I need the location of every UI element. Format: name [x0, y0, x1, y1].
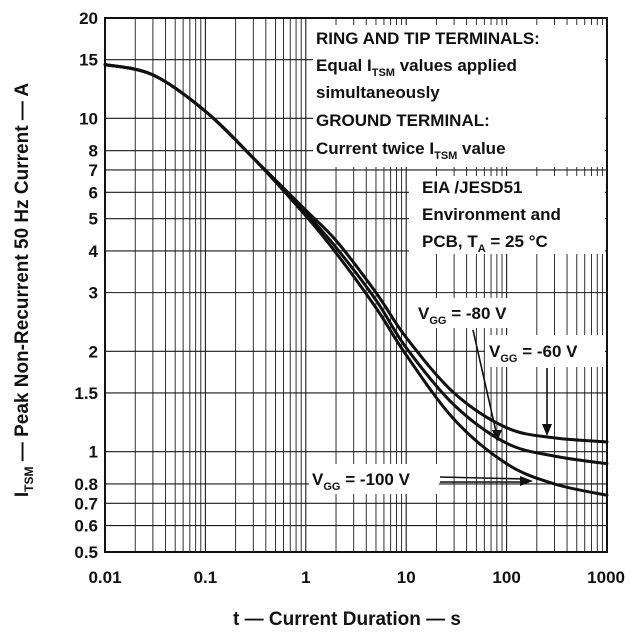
series-label-vgg100-pre: V: [312, 470, 324, 489]
y-axis-label-post: — Peak Non-Recurrent 50 Hz Current — A: [12, 83, 33, 467]
curve-vgg-100: [103, 63, 609, 497]
series-label-vgg80-pre: V: [418, 304, 430, 323]
annotation-box-terminals: [313, 25, 605, 167]
tick-label-layer: 0.5 0.6 0.70.8 1 1.5 2 3 4 5 6 78 10 15 20 0.01 0.1 1 10 1…: [74, 9, 625, 587]
annotation-ground-title: GROUND TERMINAL:: [316, 111, 490, 130]
vgg80-label-box: [413, 298, 529, 328]
series-label-vgg80: VGG = -80 V: [418, 304, 507, 327]
leader-vgg100-arrowhead: [520, 476, 533, 486]
annotation-pcb: PCB, TA = 25 °C: [422, 232, 548, 255]
x-tick-label: 100: [492, 568, 520, 587]
annotation-equal-line-pre: Equal I: [316, 56, 372, 75]
x-axis-label: t — Current Duration — s: [233, 609, 461, 630]
series-label-vgg60: VGG = -60 V: [489, 342, 578, 365]
annotation-pcb-pre: PCB, T: [422, 232, 478, 251]
series-label-vgg60-pre: V: [489, 342, 501, 361]
y-tick-label: 10: [79, 109, 98, 128]
x-tick-label: 10: [397, 568, 416, 587]
x-tick-label: 1000: [587, 568, 625, 587]
vgg60-label-box: [485, 335, 605, 367]
x-tick-label: 0.01: [88, 568, 121, 587]
y-tick-label: 5: [89, 210, 98, 229]
annotation-simultaneously: simultaneously: [316, 83, 440, 102]
y-tick-label: 2: [89, 342, 98, 361]
annotation-box-environment: [409, 176, 605, 254]
y-tick-label: 6: [89, 183, 98, 202]
y-tick-label: 0.5: [74, 543, 98, 562]
annotation-equal-line-sub: TSM: [372, 67, 395, 79]
leader-vgg80: [472, 329, 498, 437]
annotation-twice-line: Current twice ITSM value: [316, 139, 506, 162]
y-tick-label: 0.6: [74, 517, 98, 536]
y-tick-label: 1.5: [74, 384, 98, 403]
y-axis-label: ITSM — Peak Non-Recurrent 50 Hz Current …: [12, 83, 36, 498]
series-label-vgg60-post: = -60 V: [517, 342, 578, 361]
series-label-vgg60-sub: GG: [500, 353, 517, 365]
series-label-vgg100-post: = -100 V: [340, 470, 410, 489]
y-tick-label: 20: [79, 9, 98, 28]
plot-frame: [104, 17, 608, 553]
y-tick-label: 8: [89, 142, 98, 161]
y-tick-label: 0.7: [74, 494, 98, 513]
y-tick-label: 4: [89, 242, 99, 261]
vgg100-label-box: [309, 464, 439, 494]
annotation-eia: EIA /JESD51: [422, 178, 522, 197]
annotation-pcb-sub: A: [478, 243, 486, 255]
annotation-ring-tip-title: RING AND TIP TERMINALS:: [316, 29, 540, 48]
leader-vgg80-arrowhead: [492, 430, 502, 442]
x-tick-label: 0.1: [194, 568, 218, 587]
series-label-vgg80-sub: GG: [429, 315, 446, 327]
annotation-equal-line-post: values applied: [395, 56, 517, 75]
curve-layer: [103, 63, 609, 497]
annotation-equal-line: Equal ITSM values applied: [316, 56, 517, 79]
y-tick-label: 3: [89, 284, 98, 303]
series-label-vgg100-sub: GG: [323, 481, 340, 493]
y-tick-label: 0.8: [74, 475, 98, 494]
leader-vgg60-arrowhead: [542, 424, 552, 436]
series-label-vgg80-post: = -80 V: [446, 304, 507, 323]
series-label-vgg100: VGG = -100 V: [312, 470, 411, 493]
x-tick-label: 1: [301, 568, 310, 587]
annotation-twice-line-post: value: [457, 139, 505, 158]
y-axis-label-pre: I: [12, 492, 33, 497]
annotation-environment: Environment and: [422, 205, 561, 224]
annotation-twice-line-pre: Current twice I: [316, 139, 434, 158]
y-tick-label: 15: [79, 51, 98, 70]
y-tick-label: 1: [89, 443, 98, 462]
leader-vgg100-top: [439, 476, 526, 480]
y-tick-label: 7: [89, 161, 98, 180]
annotation-pcb-post: = 25 °C: [486, 232, 548, 251]
annotation-twice-line-sub: TSM: [434, 150, 457, 162]
y-axis-label-sub: TSM: [22, 466, 36, 491]
